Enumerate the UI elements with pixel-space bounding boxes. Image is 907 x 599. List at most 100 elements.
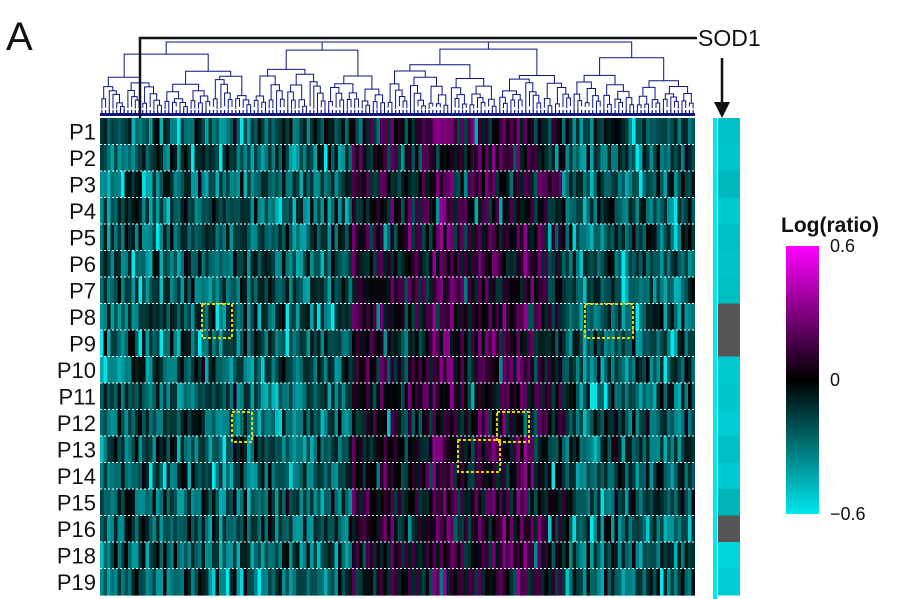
heatmap-cell (383, 171, 388, 199)
heatmap-cell (236, 409, 241, 437)
heatmap-cell (292, 489, 297, 517)
heatmap-cell (530, 383, 535, 411)
heatmap-cell (264, 277, 269, 305)
dendrogram-branch (339, 99, 345, 111)
heatmap-cell (684, 383, 689, 411)
heatmap-cell (208, 197, 213, 225)
heatmap-cell (170, 409, 175, 437)
heatmap-cell (411, 383, 416, 411)
heatmap-cell (254, 224, 259, 252)
dendrogram-branch (116, 102, 123, 109)
heatmap-cell (625, 542, 630, 570)
heatmap-cell (681, 197, 686, 225)
heatmap-cell (485, 568, 490, 596)
heatmap-cell (156, 542, 161, 570)
heatmap-cell (597, 330, 602, 358)
heatmap-cell (135, 356, 140, 384)
heatmap-cell (639, 409, 644, 437)
heatmap-cell (338, 118, 343, 146)
heatmap-cell (250, 171, 255, 199)
heatmap-cell (324, 118, 329, 146)
heatmap-cell (268, 515, 273, 543)
heatmap-cell (138, 489, 143, 517)
heatmap-cell (604, 515, 609, 543)
heatmap-cell (565, 356, 570, 384)
row-label-p6: P6 (69, 252, 96, 277)
heatmap-cell (397, 144, 402, 172)
heatmap-cell (219, 118, 224, 146)
heatmap-cell (348, 224, 353, 252)
heatmap-cell (107, 118, 112, 146)
heatmap-cell (145, 568, 150, 596)
heatmap-cell (397, 436, 402, 464)
heatmap-cell (660, 330, 665, 358)
heatmap-cell (593, 197, 598, 225)
heatmap-cell (527, 277, 532, 305)
heatmap-cell (261, 542, 266, 570)
heatmap-cell (691, 409, 695, 437)
heatmap-row-p2 (100, 144, 695, 172)
heatmap-cell (163, 356, 168, 384)
heatmap-cell (555, 409, 560, 437)
heatmap-cell (611, 489, 616, 517)
heatmap-cell (380, 197, 385, 225)
heatmap-cell (103, 118, 108, 146)
heatmap-cell (677, 489, 682, 517)
heatmap-cell (639, 118, 644, 146)
heatmap-cell (460, 462, 465, 490)
heatmap-cell (285, 224, 290, 252)
heatmap-cell (103, 224, 108, 252)
heatmap-cell (499, 224, 504, 252)
heatmap-cell (639, 542, 644, 570)
heatmap-cell (439, 409, 444, 437)
heatmap-cell (131, 303, 136, 331)
heatmap-cell (289, 515, 294, 543)
heatmap-cell (551, 489, 556, 517)
heatmap-cell (408, 568, 413, 596)
heatmap-cell (142, 144, 147, 172)
heatmap-cell (222, 462, 227, 490)
sod1-cell (718, 330, 740, 357)
heatmap-cell (639, 568, 644, 596)
heatmap-cell (646, 542, 651, 570)
heatmap-cell (411, 171, 416, 199)
heatmap-cell (513, 489, 518, 517)
heatmap-cell (618, 462, 623, 490)
heatmap-cell (688, 542, 693, 570)
heatmap-cell (306, 356, 311, 384)
dendrogram-branch (439, 48, 538, 76)
heatmap-cell (656, 383, 661, 411)
heatmap-cell (558, 436, 563, 464)
dendrogram-branch (237, 95, 247, 100)
heatmap-cell (677, 277, 682, 305)
heatmap-cell (618, 383, 623, 411)
heatmap-cell (439, 462, 444, 490)
heatmap-cell (180, 171, 185, 199)
heatmap-cell (114, 489, 119, 517)
heatmap-cell (187, 383, 192, 411)
heatmap-cell (376, 489, 381, 517)
heatmap-cell (135, 542, 140, 570)
heatmap-cell (436, 462, 441, 490)
heatmap-cell (180, 436, 185, 464)
heatmap-cell (229, 409, 234, 437)
heatmap-cell (359, 356, 364, 384)
heatmap-cell (131, 489, 136, 517)
heatmap-cell (446, 144, 451, 172)
heatmap-cell (625, 330, 630, 358)
heatmap-cell (366, 515, 371, 543)
heatmap-cell (212, 489, 217, 517)
heatmap-cell (425, 436, 430, 464)
heatmap-cell (513, 250, 518, 278)
heatmap-cell (289, 409, 294, 437)
heatmap-cell (191, 542, 196, 570)
heatmap-row-p9 (100, 330, 695, 358)
heatmap-cell (600, 303, 605, 331)
dendrogram-branch (242, 99, 250, 108)
heatmap-cell (593, 383, 598, 411)
heatmap-cell (432, 197, 437, 225)
heatmap-cell (523, 303, 528, 331)
heatmap-cell (138, 303, 143, 331)
heatmap-cell (208, 250, 213, 278)
heatmap-cell (229, 568, 234, 596)
